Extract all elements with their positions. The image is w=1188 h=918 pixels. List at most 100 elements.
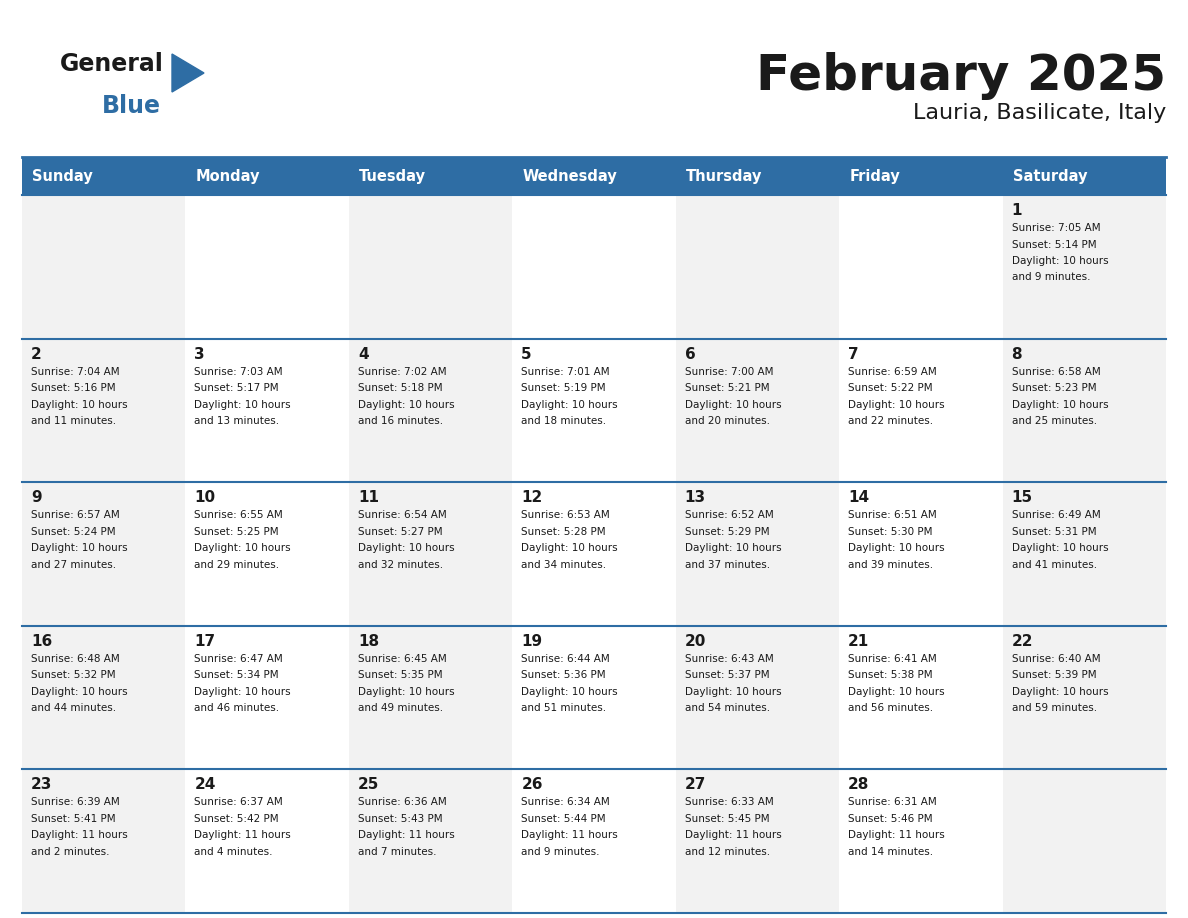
Polygon shape xyxy=(172,54,204,92)
Text: and 20 minutes.: and 20 minutes. xyxy=(684,416,770,426)
Text: 1: 1 xyxy=(1011,203,1022,218)
Text: Sunset: 5:27 PM: Sunset: 5:27 PM xyxy=(358,527,442,537)
Text: Sunset: 5:34 PM: Sunset: 5:34 PM xyxy=(195,670,279,680)
Bar xyxy=(23,769,185,913)
Bar xyxy=(512,195,676,339)
Text: Sunset: 5:35 PM: Sunset: 5:35 PM xyxy=(358,670,442,680)
Text: and 16 minutes.: and 16 minutes. xyxy=(358,416,443,426)
Text: General: General xyxy=(61,52,164,76)
Text: Daylight: 10 hours: Daylight: 10 hours xyxy=(358,543,455,554)
Text: Sunrise: 7:03 AM: Sunrise: 7:03 AM xyxy=(195,366,283,376)
Text: and 34 minutes.: and 34 minutes. xyxy=(522,560,606,570)
Text: 12: 12 xyxy=(522,490,543,505)
Text: Sunday: Sunday xyxy=(32,169,93,184)
Text: Sunrise: 6:45 AM: Sunrise: 6:45 AM xyxy=(358,654,447,664)
Text: Daylight: 10 hours: Daylight: 10 hours xyxy=(1011,543,1108,554)
Bar xyxy=(185,195,349,339)
Bar xyxy=(839,482,1003,626)
Bar xyxy=(1003,626,1165,769)
Text: Daylight: 10 hours: Daylight: 10 hours xyxy=(358,399,455,409)
Text: and 11 minutes.: and 11 minutes. xyxy=(31,416,116,426)
Text: and 54 minutes.: and 54 minutes. xyxy=(684,703,770,713)
Text: and 49 minutes.: and 49 minutes. xyxy=(358,703,443,713)
Text: Daylight: 10 hours: Daylight: 10 hours xyxy=(848,687,944,697)
Text: 14: 14 xyxy=(848,490,870,505)
Bar xyxy=(676,482,839,626)
Text: Thursday: Thursday xyxy=(685,169,762,184)
Text: Sunset: 5:31 PM: Sunset: 5:31 PM xyxy=(1011,527,1097,537)
Text: 20: 20 xyxy=(684,633,706,649)
Text: Sunrise: 6:34 AM: Sunrise: 6:34 AM xyxy=(522,798,609,808)
Text: Sunset: 5:21 PM: Sunset: 5:21 PM xyxy=(684,383,770,393)
Text: Monday: Monday xyxy=(196,169,260,184)
Text: Daylight: 10 hours: Daylight: 10 hours xyxy=(522,543,618,554)
Text: 16: 16 xyxy=(31,633,52,649)
Text: Sunset: 5:19 PM: Sunset: 5:19 PM xyxy=(522,383,606,393)
Text: and 22 minutes.: and 22 minutes. xyxy=(848,416,934,426)
Text: Lauria, Basilicate, Italy: Lauria, Basilicate, Italy xyxy=(912,103,1165,123)
Text: Sunset: 5:22 PM: Sunset: 5:22 PM xyxy=(848,383,933,393)
Text: and 51 minutes.: and 51 minutes. xyxy=(522,703,606,713)
Text: Sunrise: 6:37 AM: Sunrise: 6:37 AM xyxy=(195,798,283,808)
Text: Tuesday: Tuesday xyxy=(359,169,425,184)
Text: and 59 minutes.: and 59 minutes. xyxy=(1011,703,1097,713)
Text: Daylight: 10 hours: Daylight: 10 hours xyxy=(848,543,944,554)
Text: Sunset: 5:42 PM: Sunset: 5:42 PM xyxy=(195,814,279,823)
Text: and 14 minutes.: and 14 minutes. xyxy=(848,847,934,856)
Text: Sunrise: 6:57 AM: Sunrise: 6:57 AM xyxy=(31,510,120,521)
Text: 11: 11 xyxy=(358,490,379,505)
Bar xyxy=(676,339,839,482)
Text: 24: 24 xyxy=(195,778,216,792)
Text: 27: 27 xyxy=(684,778,706,792)
Text: Sunrise: 6:53 AM: Sunrise: 6:53 AM xyxy=(522,510,609,521)
Text: and 37 minutes.: and 37 minutes. xyxy=(684,560,770,570)
Text: Sunrise: 7:00 AM: Sunrise: 7:00 AM xyxy=(684,366,773,376)
Text: Daylight: 10 hours: Daylight: 10 hours xyxy=(684,687,782,697)
Text: Daylight: 10 hours: Daylight: 10 hours xyxy=(31,399,127,409)
Text: Daylight: 11 hours: Daylight: 11 hours xyxy=(684,831,782,840)
Text: 8: 8 xyxy=(1011,347,1022,362)
Text: Sunrise: 6:36 AM: Sunrise: 6:36 AM xyxy=(358,798,447,808)
Bar xyxy=(839,195,1003,339)
Bar xyxy=(839,626,1003,769)
Bar xyxy=(23,482,185,626)
Text: 3: 3 xyxy=(195,347,206,362)
Text: Wednesday: Wednesday xyxy=(523,169,617,184)
Text: and 41 minutes.: and 41 minutes. xyxy=(1011,560,1097,570)
Bar xyxy=(512,482,676,626)
Text: Daylight: 10 hours: Daylight: 10 hours xyxy=(31,543,127,554)
Text: Friday: Friday xyxy=(849,169,899,184)
Text: Daylight: 10 hours: Daylight: 10 hours xyxy=(1011,399,1108,409)
Text: 5: 5 xyxy=(522,347,532,362)
Bar xyxy=(23,195,185,339)
Bar xyxy=(185,626,349,769)
Text: 18: 18 xyxy=(358,633,379,649)
Text: Sunset: 5:24 PM: Sunset: 5:24 PM xyxy=(31,527,115,537)
Bar xyxy=(512,339,676,482)
Text: Sunrise: 6:47 AM: Sunrise: 6:47 AM xyxy=(195,654,283,664)
Text: Sunset: 5:43 PM: Sunset: 5:43 PM xyxy=(358,814,442,823)
Text: 13: 13 xyxy=(684,490,706,505)
Bar xyxy=(676,626,839,769)
Text: and 18 minutes.: and 18 minutes. xyxy=(522,416,606,426)
Bar xyxy=(839,769,1003,913)
Text: Sunset: 5:29 PM: Sunset: 5:29 PM xyxy=(684,527,770,537)
Text: Sunrise: 7:05 AM: Sunrise: 7:05 AM xyxy=(1011,223,1100,233)
Text: and 13 minutes.: and 13 minutes. xyxy=(195,416,279,426)
Text: Daylight: 10 hours: Daylight: 10 hours xyxy=(195,687,291,697)
Text: Daylight: 10 hours: Daylight: 10 hours xyxy=(848,399,944,409)
Text: Sunrise: 6:41 AM: Sunrise: 6:41 AM xyxy=(848,654,937,664)
Text: Sunrise: 6:44 AM: Sunrise: 6:44 AM xyxy=(522,654,609,664)
Text: Sunset: 5:25 PM: Sunset: 5:25 PM xyxy=(195,527,279,537)
Text: Daylight: 10 hours: Daylight: 10 hours xyxy=(522,687,618,697)
Bar xyxy=(349,482,512,626)
Text: and 32 minutes.: and 32 minutes. xyxy=(358,560,443,570)
Bar xyxy=(1003,195,1165,339)
Text: 26: 26 xyxy=(522,778,543,792)
Bar xyxy=(512,626,676,769)
Text: Sunrise: 6:58 AM: Sunrise: 6:58 AM xyxy=(1011,366,1100,376)
Text: Sunrise: 6:49 AM: Sunrise: 6:49 AM xyxy=(1011,510,1100,521)
Text: Sunset: 5:46 PM: Sunset: 5:46 PM xyxy=(848,814,933,823)
Text: 4: 4 xyxy=(358,347,368,362)
Bar xyxy=(676,195,839,339)
